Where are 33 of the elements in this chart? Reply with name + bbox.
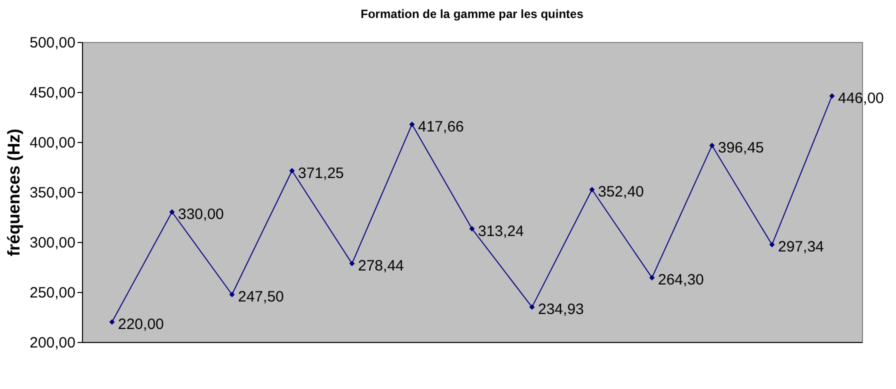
point: [229, 292, 235, 298]
point: [649, 274, 655, 280]
y-tick-label: 400,00: [30, 134, 76, 152]
data-label: 352,40: [598, 184, 644, 201]
point: [829, 93, 835, 99]
point: [589, 186, 595, 192]
chart-title: Formation de la gamme par les quintes: [360, 7, 584, 21]
y-tick-label: 450,00: [30, 84, 76, 102]
y-axis-title: fréquences (Hz): [4, 128, 24, 256]
data-label: 247,50: [238, 288, 284, 306]
data-label: 234,93: [538, 301, 584, 318]
point: [769, 242, 775, 248]
point: [349, 260, 355, 266]
y-tick-label: 250,00: [30, 284, 76, 302]
data-label: 330,00: [178, 206, 224, 223]
point: [169, 209, 175, 215]
data-label: 396,45: [718, 140, 764, 157]
point: [109, 319, 115, 325]
y-tick-label: 300,00: [30, 234, 76, 252]
point: [409, 122, 415, 128]
data-label: 371,25: [298, 164, 344, 182]
point: [709, 142, 715, 148]
point: [529, 304, 535, 310]
data-label: 220,00: [118, 316, 164, 333]
data-label: 446,00: [838, 90, 884, 107]
data-label: 313,24: [478, 222, 524, 240]
y-tick-label: 500,00: [30, 34, 76, 52]
data-label: 278,44: [358, 258, 404, 275]
data-label: 264,30: [658, 272, 704, 289]
data-label: 417,66: [418, 118, 464, 136]
y-tick-label: 350,00: [30, 184, 76, 202]
y-tick-label: 200,00: [30, 334, 76, 352]
data-label: 297,34: [778, 238, 824, 256]
